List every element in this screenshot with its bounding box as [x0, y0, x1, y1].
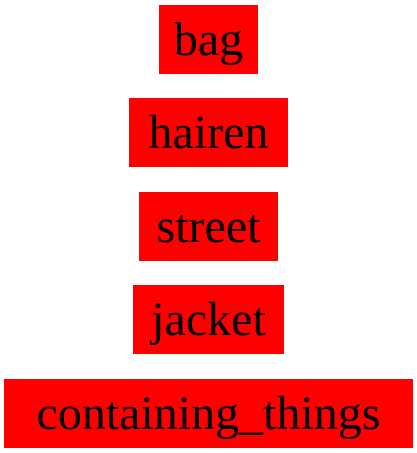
label-text: street	[156, 199, 261, 253]
label-text: containing_things	[36, 386, 381, 440]
label-jacket: jacket	[133, 285, 284, 354]
label-bag: bag	[159, 5, 258, 74]
label-hairen: hairen	[129, 98, 288, 167]
label-text: jacket	[151, 292, 266, 346]
label-street: street	[139, 192, 278, 261]
label-text: hairen	[148, 105, 269, 159]
label-containing-things: containing_things	[4, 379, 413, 448]
label-text: bag	[173, 12, 244, 66]
